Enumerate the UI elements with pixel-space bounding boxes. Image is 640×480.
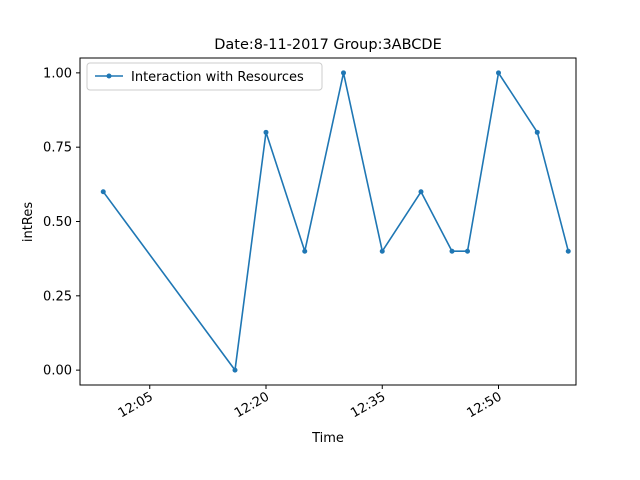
series-line: [102, 72, 570, 371]
data-point: [302, 248, 308, 254]
data-point: [465, 248, 470, 254]
x-axis-label: Time: [311, 431, 344, 446]
legend-point-marker: [106, 73, 112, 79]
data-point: [565, 248, 571, 254]
legend-frame: [86, 62, 323, 91]
legend: Interaction with Resources: [86, 62, 323, 91]
y-tick-label: 0.75: [43, 141, 72, 156]
legend-series-label: Interaction with Resources: [131, 70, 304, 85]
y-tick-label: 0.50: [43, 215, 72, 230]
series-layer: [100, 70, 571, 373]
y-tick-label: 0.25: [43, 289, 72, 304]
y-tick-label: 0.00: [43, 364, 72, 379]
y-tick-label: 1.00: [43, 66, 72, 81]
chart-title: Date:8-11-2017 Group:3ABCDE: [214, 37, 442, 53]
y-axis-label: intRes: [21, 202, 36, 242]
data-point: [496, 70, 501, 76]
data-point: [418, 189, 424, 195]
y-axis: 0.00 0.25 0.50 0.75 1.00: [43, 66, 80, 379]
data-point: [263, 129, 269, 135]
data-point: [341, 70, 346, 76]
data-point: [449, 248, 455, 254]
data-point: [100, 189, 106, 195]
data-point: [534, 129, 540, 135]
data-point: [232, 367, 238, 373]
data-point: [379, 248, 385, 254]
